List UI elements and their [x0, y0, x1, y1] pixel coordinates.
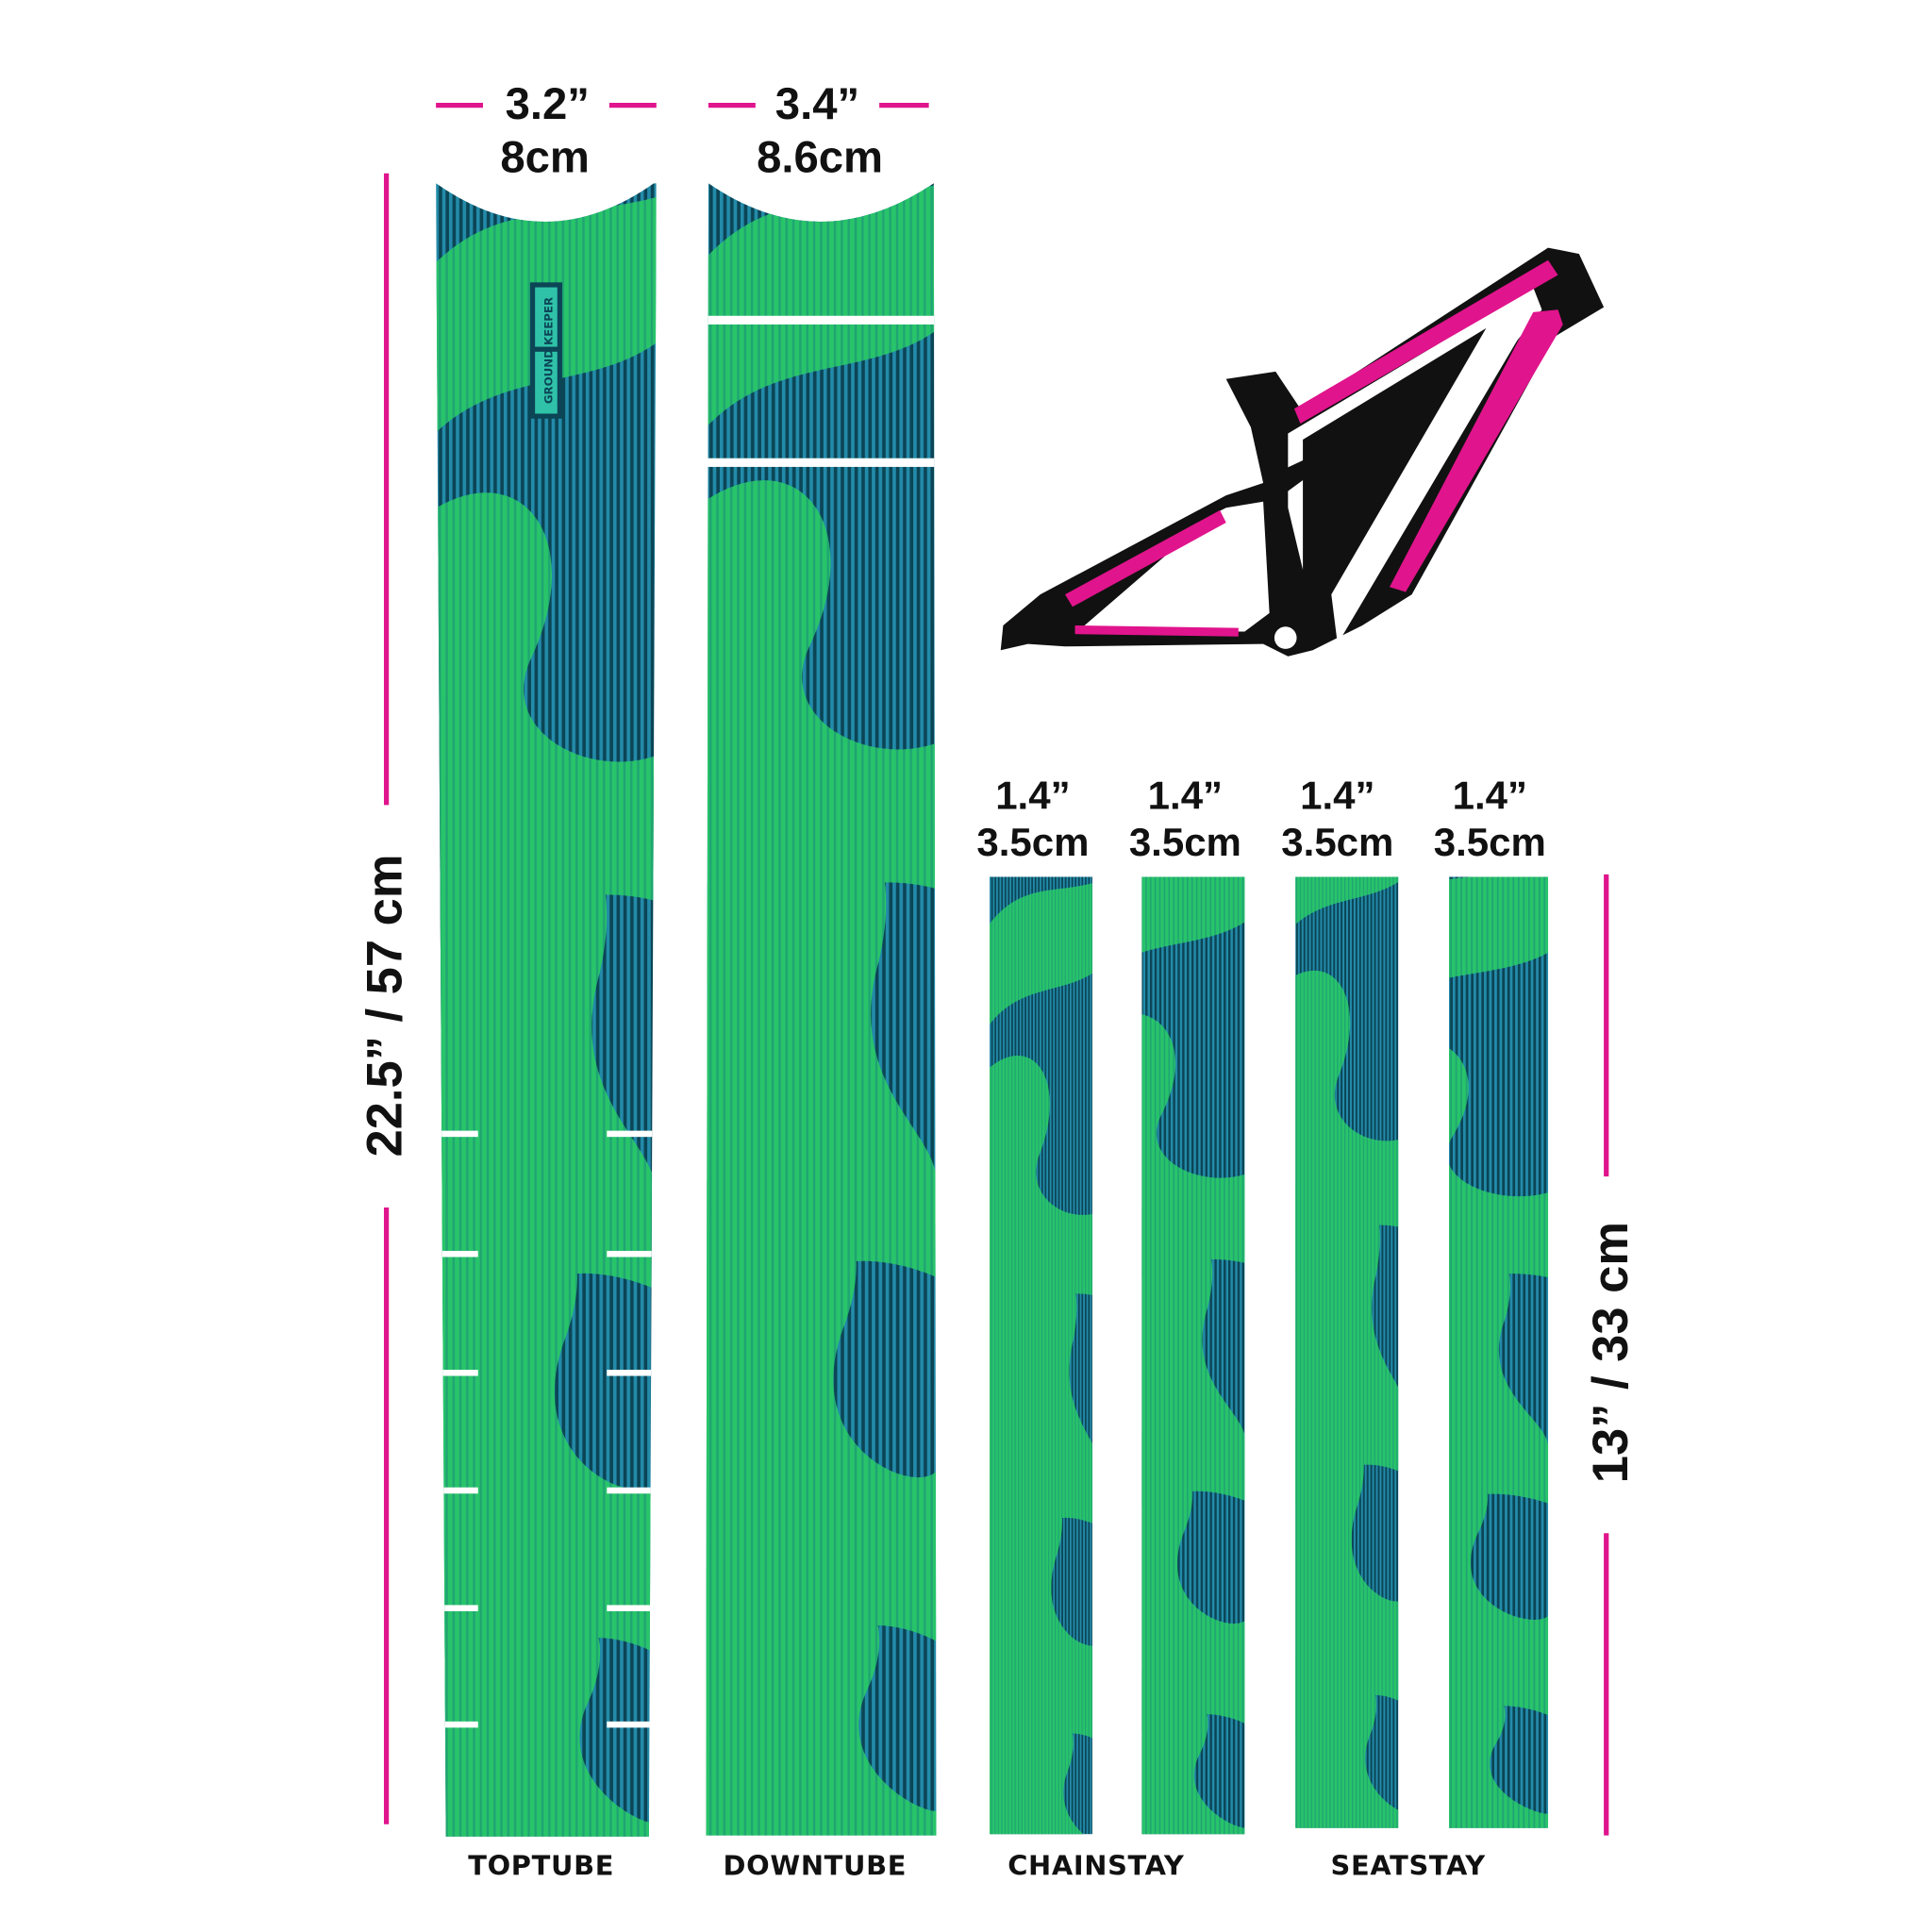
downtube-strip	[706, 183, 937, 1836]
strip-width-cm: 3.5cm	[976, 820, 1089, 864]
chainstay-label: CHAINSTAY	[1008, 1850, 1185, 1882]
large-length-dimension: 22.5” / 57 cm	[357, 173, 412, 1824]
strip-width-in: 1.4”	[1148, 773, 1223, 817]
small-strip-2: 1.4” 3.5cm	[1129, 773, 1245, 1835]
toptube-strip	[436, 183, 657, 1837]
bike-frame-icon	[1000, 247, 1605, 657]
downtube-width-dimension: 3.4” 8.6cm	[708, 79, 929, 182]
toptube-width-dimension: 3.2” 8cm	[436, 79, 657, 182]
strip-width-cm: 3.5cm	[1281, 820, 1393, 864]
toptube-label: TOPTUBE	[468, 1850, 614, 1882]
strip-width-cm: 3.5cm	[1434, 820, 1546, 864]
small-strip-3: 1.4” 3.5cm	[1281, 773, 1399, 1828]
downtube-width-cm: 8.6cm	[757, 132, 883, 182]
small-length-label: 13” / 33 cm	[1583, 1222, 1639, 1483]
strip-width-cm: 3.5cm	[1129, 820, 1241, 864]
downtube-label: DOWNTUBE	[724, 1850, 908, 1882]
toptube-width-in: 3.2”	[506, 79, 590, 129]
strip-width-in: 1.4”	[995, 773, 1070, 817]
logo-text: GROUND KEEPER	[542, 297, 556, 404]
large-length-label: 22.5” / 57 cm	[357, 854, 412, 1157]
small-strip-4: 1.4” 3.5cm	[1434, 773, 1549, 1828]
toptube-width-cm: 8cm	[500, 132, 590, 182]
small-strip-1: 1.4” 3.5cm	[976, 773, 1092, 1835]
strip-width-in: 1.4”	[1453, 773, 1527, 817]
strip-width-in: 1.4”	[1300, 773, 1374, 817]
seatstay-label: SEATSTAY	[1331, 1850, 1487, 1882]
ground-keeper-logo: GROUND KEEPER	[529, 282, 563, 419]
small-length-dimension: 13” / 33 cm	[1583, 874, 1639, 1836]
downtube-width-in: 3.4”	[775, 79, 859, 129]
